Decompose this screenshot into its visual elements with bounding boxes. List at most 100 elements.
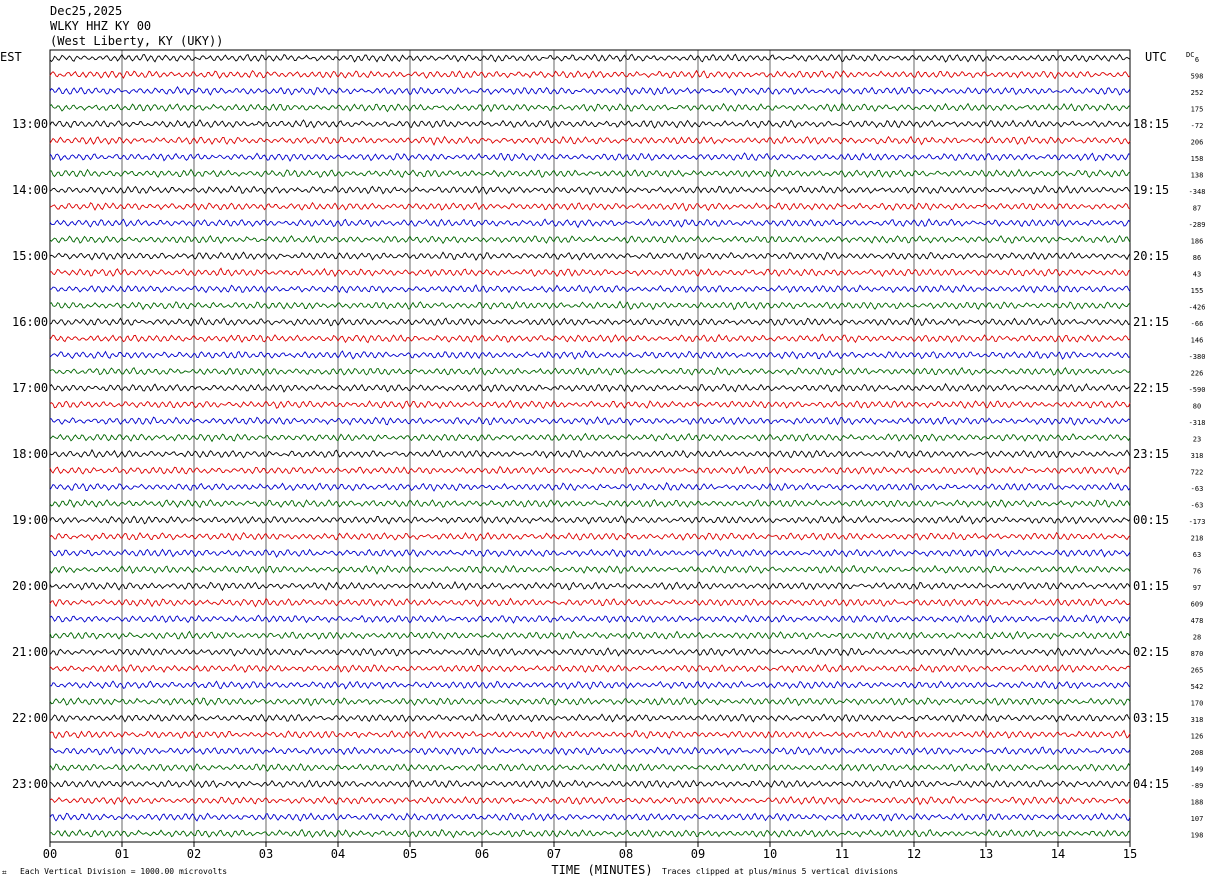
x-tick-label: 06 — [475, 847, 489, 861]
seismic-trace — [49, 300, 1131, 311]
dc-offset-label: -89 — [1191, 782, 1204, 790]
seismic-trace — [49, 548, 1131, 558]
dc-offset-label: 609 — [1191, 601, 1204, 609]
dc-offset-label: -426 — [1189, 304, 1206, 312]
seismic-trace — [49, 316, 1131, 327]
seismic-trace — [49, 713, 1131, 723]
dc-offset-label: 149 — [1191, 766, 1204, 774]
seismic-trace — [49, 564, 1131, 575]
utc-hour-label: 21:15 — [1133, 315, 1169, 329]
seismic-trace — [49, 102, 1131, 113]
est-hour-label: 16:00 — [12, 315, 48, 329]
seismic-trace — [50, 168, 1131, 179]
seismic-trace — [49, 416, 1131, 426]
est-hour-label: 14:00 — [12, 183, 48, 197]
x-tick-label: 12 — [907, 847, 921, 861]
utc-hour-label: 04:15 — [1133, 777, 1169, 791]
dc-offset-label: 188 — [1191, 799, 1204, 807]
x-tick-label: 03 — [259, 847, 273, 861]
station-location: (West Liberty, KY (UKY)) — [50, 34, 224, 48]
seismic-trace — [49, 350, 1131, 360]
seismic-trace — [49, 366, 1131, 377]
seismic-trace — [49, 795, 1131, 806]
seismic-trace — [49, 779, 1131, 789]
dc-offset-label: 155 — [1191, 287, 1204, 295]
seismic-trace — [49, 746, 1131, 756]
grid-lines — [49, 49, 1131, 847]
utc-hour-label: 20:15 — [1133, 249, 1169, 263]
seismic-trace — [49, 234, 1131, 245]
plot-frame — [49, 49, 1131, 843]
seismic-trace — [49, 201, 1131, 212]
dc-offset-label: 870 — [1191, 650, 1204, 658]
seismic-trace — [49, 580, 1131, 592]
utc-hour-label: 22:15 — [1133, 381, 1169, 395]
axis-labels: 00 01 02 03 04 05 06 07 08 09 10 11 12 13 14 15 TIME (MI… — [0, 50, 1205, 877]
seismic-trace — [49, 515, 1131, 525]
dc-offset-label: 542 — [1191, 683, 1204, 691]
est-hour-label: 18:00 — [12, 447, 48, 461]
dc-offset-label: 175 — [1191, 106, 1204, 114]
x-tick-label: 05 — [403, 847, 417, 861]
dc-offset-label: 226 — [1191, 370, 1204, 378]
dc-offset-label: -590 — [1189, 386, 1206, 394]
dc-offset-label: 97 — [1193, 584, 1201, 592]
utc-hour-label: 00:15 — [1133, 513, 1169, 527]
dc-offset-label: 170 — [1191, 700, 1204, 708]
dc-offset-label: 63 — [1193, 551, 1201, 559]
dc-offset-label: 138 — [1191, 172, 1204, 180]
est-label: EST — [0, 50, 22, 64]
seismic-traces — [49, 53, 1131, 839]
dc-offset-label: 198 — [1191, 832, 1204, 840]
dc-offset-label: -289 — [1189, 221, 1206, 229]
seismic-trace — [49, 53, 1131, 63]
seismic-trace — [49, 135, 1131, 146]
dc-offset-label: -318 — [1189, 419, 1206, 427]
seismic-trace — [49, 828, 1131, 839]
clipping-note: Traces clipped at plus/minus 5 vertical … — [662, 867, 899, 876]
x-tick-label: 08 — [619, 847, 633, 861]
dc-offset-label: 126 — [1191, 733, 1204, 741]
x-tick-label: 15 — [1123, 847, 1137, 861]
seismic-trace — [49, 218, 1131, 229]
x-tick-label: 02 — [187, 847, 201, 861]
est-hour-label: 17:00 — [12, 381, 48, 395]
seismic-trace — [50, 680, 1131, 690]
dc-offset-label: -63 — [1191, 502, 1204, 510]
seismic-trace — [49, 333, 1131, 344]
dc-offset-label: 478 — [1191, 617, 1204, 625]
dc-offset-label: -72 — [1191, 122, 1204, 130]
x-tick-label: 13 — [979, 847, 993, 861]
est-hour-label: 19:00 — [12, 513, 48, 527]
dc-offset-label: 318 — [1191, 452, 1204, 460]
seismic-trace — [49, 729, 1131, 740]
dc-offset-label: 598 — [1191, 73, 1204, 81]
x-axis-title: TIME (MINUTES) — [551, 863, 652, 877]
scale-icon: ⌗ — [2, 868, 7, 877]
dc-offset-label: -348 — [1189, 188, 1206, 196]
dc-offset-label: 218 — [1191, 535, 1204, 543]
seismic-trace — [49, 697, 1131, 707]
dc-offset-label: -173 — [1189, 518, 1206, 526]
utc-hour-label: 03:15 — [1133, 711, 1169, 725]
x-tick-label: 04 — [331, 847, 345, 861]
utc-hour-label: 01:15 — [1133, 579, 1169, 593]
dc-offset-label: 158 — [1191, 155, 1204, 163]
dc-offset-label: 146 — [1191, 337, 1204, 345]
seismic-trace — [49, 185, 1131, 196]
seismic-trace — [49, 267, 1131, 278]
seismic-trace — [49, 465, 1131, 476]
seismic-trace — [49, 448, 1131, 459]
seismic-trace — [49, 499, 1131, 509]
est-hour-label: 23:00 — [12, 777, 48, 791]
seismic-trace — [49, 531, 1131, 542]
x-tick-label: 14 — [1051, 847, 1065, 861]
seismic-trace — [49, 69, 1131, 80]
seismic-trace — [49, 647, 1131, 658]
station-code: WLKY HHZ KY 00 — [50, 19, 152, 33]
est-hour-label: 20:00 — [12, 579, 48, 593]
dc-offset-label: -63 — [1191, 485, 1204, 493]
utc-hour-label: 19:15 — [1133, 183, 1169, 197]
seismic-trace — [49, 481, 1131, 492]
